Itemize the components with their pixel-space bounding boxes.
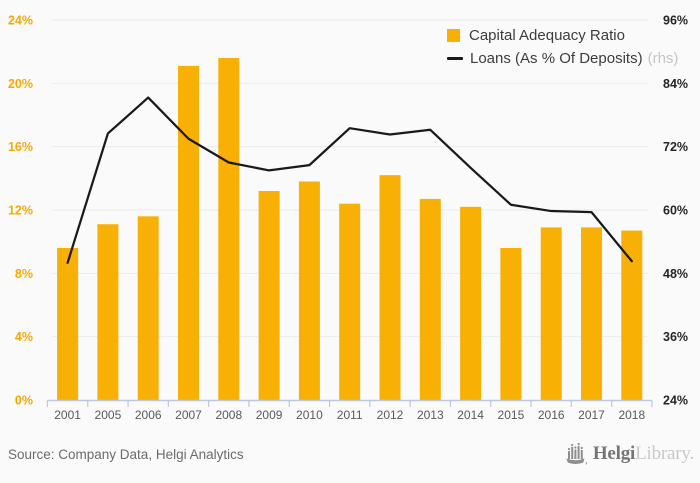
- footer: Source: Company Data, Helgi Analytics He…: [0, 431, 700, 483]
- bar-2010: [298, 181, 320, 400]
- source-text: Source: Company Data, Helgi Analytics: [8, 446, 244, 462]
- x-axis-label: 2014: [457, 408, 484, 422]
- bar-2005: [97, 224, 119, 400]
- right-axis-label: 36%: [663, 330, 688, 344]
- x-axis-label: 2016: [538, 408, 565, 422]
- bar-2015: [500, 248, 522, 400]
- x-axis-label: 2011: [337, 408, 363, 422]
- x-axis-label: 2018: [618, 408, 645, 422]
- bar-2016: [540, 227, 562, 400]
- left-axis-label: 4%: [15, 330, 33, 344]
- x-axis-label: 2008: [215, 408, 242, 422]
- x-axis-label: 2012: [377, 408, 404, 422]
- bar-2018: [621, 230, 643, 400]
- bar-2008: [218, 58, 240, 400]
- logo-text-helgi: Helgi: [592, 443, 636, 464]
- legend-item-capital-adequacy-ratio: Capital Adequacy Ratio: [447, 27, 678, 44]
- left-axis-label: 8%: [15, 267, 33, 281]
- left-axis-label: 12%: [8, 204, 33, 218]
- legend-line-label-text: Loans (As % Of Deposits): [470, 50, 643, 67]
- x-axis-label: 2013: [417, 408, 444, 422]
- x-axis-label: 2007: [175, 408, 202, 422]
- loans-line: [66, 96, 633, 264]
- left-axis-label: 24%: [8, 14, 33, 28]
- x-axis-label: 2010: [296, 408, 323, 422]
- bar-2017: [581, 227, 602, 400]
- bar-2009: [258, 191, 280, 400]
- legend-rhs-note: (rhs): [647, 50, 679, 67]
- left-axis-label: 0%: [15, 394, 33, 408]
- left-axis-label: 20%: [8, 77, 33, 91]
- bar-2006: [137, 216, 159, 400]
- x-axis-label: 2006: [135, 408, 162, 422]
- legend-line-swatch: [447, 57, 463, 60]
- legend-line-label: Loans (As % Of Deposits) (rhs): [470, 50, 678, 67]
- bar-2013: [419, 198, 441, 400]
- legend-item-loans: Loans (As % Of Deposits) (rhs): [447, 50, 678, 67]
- x-axis-label: 2009: [256, 408, 283, 422]
- legend-bar-swatch: [447, 29, 460, 42]
- bar-2011: [339, 203, 361, 400]
- helgi-library-logo: Helgi Library.: [563, 441, 694, 467]
- left-axis-label: 16%: [8, 140, 33, 154]
- chart-area: 24% 20% 16% 12% 8% 4% 0% 96% 84% 72% 60% 48% 36% 24% 2…: [8, 14, 688, 423]
- x-axis-label: 2005: [95, 408, 122, 422]
- bar-2012: [379, 175, 401, 400]
- logo-text-library: Library.: [635, 443, 694, 464]
- bar-2014: [460, 206, 482, 400]
- chart-canvas: 24% 20% 16% 12% 8% 4% 0% 96% 84% 72% 60% 48% 36% 24% 2…: [8, 14, 688, 423]
- x-axis-label: 2001: [54, 408, 81, 422]
- right-axis-label: 84%: [663, 77, 688, 91]
- right-axis-label: 72%: [663, 140, 688, 154]
- bar-2007: [178, 65, 199, 401]
- legend: Capital Adequacy Ratio Loans (As % Of De…: [447, 27, 678, 73]
- right-axis-label: 48%: [663, 267, 688, 281]
- x-axis-label: 2017: [578, 408, 605, 422]
- x-axis-label: 2015: [498, 408, 525, 422]
- helgi-logo-icon: [566, 442, 587, 465]
- legend-bar-label: Capital Adequacy Ratio: [469, 27, 625, 44]
- right-axis-label: 60%: [663, 204, 688, 218]
- bar-2001: [57, 248, 79, 400]
- right-axis-label: 24%: [663, 394, 688, 408]
- right-axis-label: 96%: [663, 14, 688, 28]
